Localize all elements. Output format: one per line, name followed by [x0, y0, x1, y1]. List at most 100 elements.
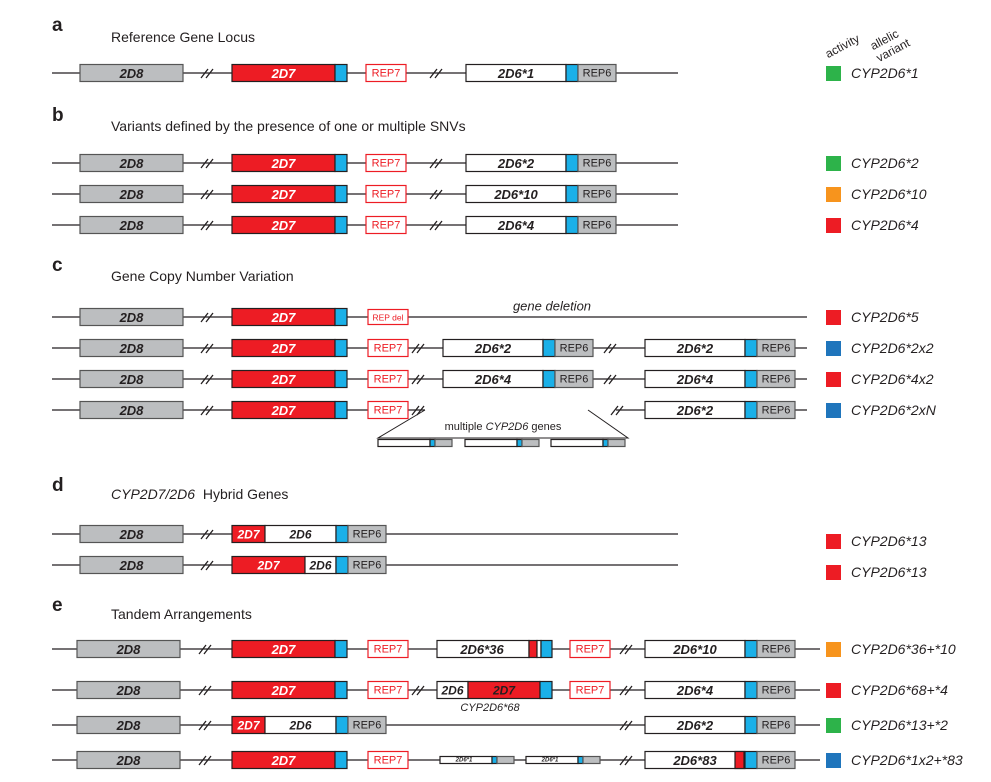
rep6-label: REP6: [583, 158, 612, 170]
snv-marker: [528, 639, 538, 659]
break-mark: [619, 644, 628, 655]
rep7-box: [367, 680, 409, 700]
rep-del-label: REP del: [372, 313, 403, 323]
activity-swatch-b1: [826, 187, 841, 202]
break-mark: [205, 158, 214, 169]
break-mark: [610, 405, 619, 416]
rep7-label: REP7: [372, 220, 401, 232]
activity-swatch-e1: [826, 683, 841, 698]
small-gene-label: 2D6*1: [455, 758, 473, 764]
variant-label-d1: CYP2D6*13: [851, 564, 927, 580]
section-title-d: CYP2D7/2D6 Hybrid Genes: [111, 486, 288, 502]
exon-block: [335, 555, 349, 575]
break-mark: [205, 68, 214, 79]
rep6-box: [577, 215, 617, 235]
break-mark: [416, 343, 425, 354]
rep6-box: [577, 63, 617, 83]
snv-marker: [734, 750, 745, 770]
gene-2d8-label: 2D8: [116, 642, 142, 657]
break-mark: [200, 405, 209, 416]
gene-2d6-label: 2D6*2: [676, 403, 714, 418]
hybrid-2d6-label: 2D6: [288, 528, 311, 542]
exon-block: [744, 750, 758, 770]
exon-block: [334, 338, 348, 358]
gene-2d6-label: 2D6*2: [676, 341, 714, 356]
variant-label-e0: CYP2D6*36+*10: [851, 641, 956, 657]
section-letter-d: d: [52, 475, 64, 496]
rep7-label: REP7: [374, 343, 403, 355]
exon-block: [565, 184, 579, 204]
gene-2d8: [76, 639, 181, 659]
section-title-e: Tandem Arrangements: [111, 606, 252, 622]
variant-label-a0: CYP2D6*1: [851, 65, 919, 81]
exon-block: [334, 184, 348, 204]
rep7-box: [569, 680, 611, 700]
rep7-box: [365, 184, 407, 204]
gene-2d7-label: 2D7: [271, 403, 297, 418]
rep6-box: [756, 750, 796, 770]
rep6-label: REP6: [762, 405, 791, 417]
small-gene: [377, 438, 431, 448]
rep6-box: [577, 184, 617, 204]
rep6-box: [756, 400, 796, 420]
break-mark: [434, 68, 443, 79]
small-rep: [582, 755, 601, 765]
variant-label-c1: CYP2D6*2x2: [851, 340, 934, 356]
break-mark: [429, 220, 438, 231]
break-mark: [429, 158, 438, 169]
rep6-label: REP6: [560, 374, 589, 386]
break-mark: [429, 68, 438, 79]
activity-swatch-e0: [826, 642, 841, 657]
break-mark: [200, 189, 209, 200]
exon-block: [335, 524, 349, 544]
rep7-box: [367, 400, 409, 420]
gene-deletion-label: gene deletion: [513, 299, 591, 314]
rep6-label: REP6: [353, 529, 382, 541]
activity-swatch-d1: [826, 565, 841, 580]
gene-2d7-label: 2D7: [271, 66, 297, 81]
section-title-d-italic: CYP2D7/2D6: [111, 486, 196, 502]
break-mark: [434, 158, 443, 169]
exon-block: [542, 338, 556, 358]
exon-block: [334, 215, 348, 235]
gene-2d6-label: 2D6*4: [676, 683, 714, 698]
rep7-box: [569, 639, 611, 659]
gene-2d7-label: 2D7: [271, 187, 297, 202]
break-mark: [200, 374, 209, 385]
gene-2d8-label: 2D8: [119, 558, 145, 573]
rep7-box: [365, 153, 407, 173]
gene-2d6-label: 2D6*2: [497, 156, 535, 171]
section-title-d-rest: Hybrid Genes: [202, 486, 289, 502]
break-mark: [619, 720, 628, 731]
rep7-label: REP7: [576, 685, 605, 697]
exon-block: [334, 307, 348, 327]
small-exon: [491, 755, 498, 765]
gene-2d8-label: 2D8: [119, 372, 145, 387]
gene-2d8-label: 2D8: [119, 187, 145, 202]
gene-2d8: [79, 555, 184, 575]
break-mark: [200, 343, 209, 354]
break-mark: [615, 405, 624, 416]
activity-swatch-c3: [826, 403, 841, 418]
exon-block: [744, 338, 758, 358]
section-letter-c: c: [52, 255, 63, 276]
break-mark: [205, 529, 214, 540]
break-mark: [203, 755, 212, 766]
small-gene: [464, 438, 518, 448]
rep6-label: REP6: [583, 220, 612, 232]
small-exon: [516, 438, 523, 448]
small-exon: [577, 755, 584, 765]
gene-2d8-label: 2D8: [119, 341, 145, 356]
break-mark: [205, 560, 214, 571]
small-exon: [429, 438, 436, 448]
cyp2d6-68-label: CYP2D6*68: [460, 702, 520, 714]
rep6-label: REP6: [762, 644, 791, 656]
break-mark: [603, 374, 612, 385]
break-mark: [624, 644, 633, 655]
gene-2d8-label: 2D8: [119, 218, 145, 233]
gene-2d7-label: 2D7: [271, 310, 297, 325]
gene-2d6-label: 2D6*10: [493, 187, 538, 202]
gene-2d7-label: 2D7: [271, 156, 297, 171]
activity-swatch-c1: [826, 341, 841, 356]
